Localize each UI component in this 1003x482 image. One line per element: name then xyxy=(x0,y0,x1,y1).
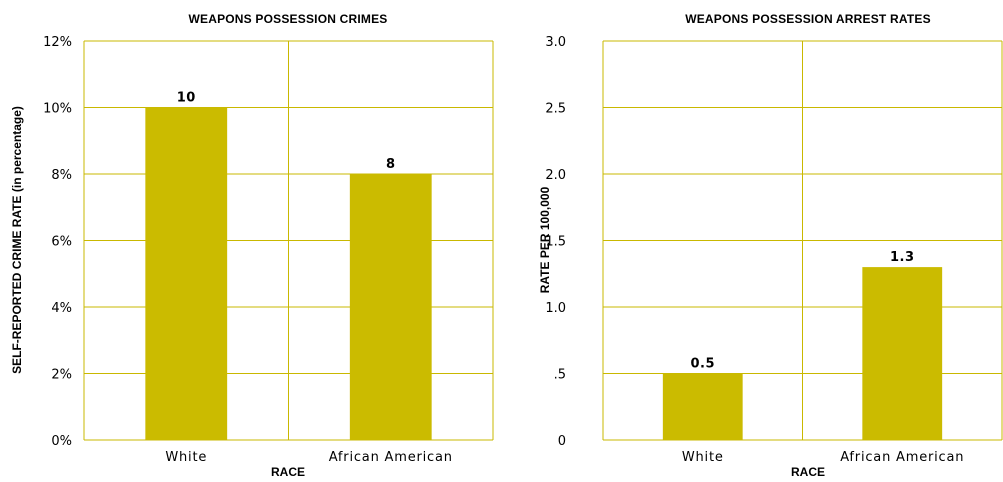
bar xyxy=(349,174,432,440)
y-tick-label: 4% xyxy=(51,301,72,316)
y-tick-label: 8% xyxy=(51,168,72,183)
data-labels: 0.5 1.3 xyxy=(690,250,914,371)
data-labels: 10 8 xyxy=(177,91,396,173)
x-category-label: African American xyxy=(329,450,453,465)
y-tick-label: 2.5 xyxy=(545,102,566,117)
y-tick-label: 0% xyxy=(51,434,72,449)
data-label: 0.5 xyxy=(690,357,715,372)
y-tick-label: 1.5 xyxy=(545,235,566,250)
bar xyxy=(862,267,943,440)
bars xyxy=(662,267,943,440)
y-axis-title: RATE PER 100,000 xyxy=(538,186,552,293)
y-tick-label: 2.0 xyxy=(545,168,566,183)
y-axis-title: SELF-REPORTED CRIME RATE (in percentage) xyxy=(10,106,24,374)
chart-title: WEAPONS POSSESSION ARREST RATES xyxy=(685,12,931,26)
y-tick-label: 0 xyxy=(558,434,566,449)
y-tick-label: 2% xyxy=(51,368,72,383)
chart-weapons-possession-crimes: WEAPONS POSSESSION CRIMES 0% 2% 4% 6% 8% 10% 1… xyxy=(10,12,494,479)
x-category-labels: White African American xyxy=(165,450,452,465)
y-tick-label: 12% xyxy=(43,35,72,50)
chart-title: WEAPONS POSSESSION CRIMES xyxy=(188,12,387,26)
y-tick-label: 10% xyxy=(43,102,72,117)
x-category-labels: White African American xyxy=(682,450,964,465)
chart-weapons-possession-arrest-rates: WEAPONS POSSESSION ARREST RATES 0.51.01.… xyxy=(538,12,1003,479)
y-tick-label: 6% xyxy=(51,235,72,250)
y-tick-label: 3.0 xyxy=(545,35,566,50)
bars xyxy=(145,107,432,440)
data-label: 8 xyxy=(386,157,396,172)
x-category-label: African American xyxy=(840,450,964,465)
bar xyxy=(662,373,743,440)
y-tick-label: 1.0 xyxy=(545,301,566,316)
x-category-label: White xyxy=(165,450,207,465)
y-tick-labels: 0% 2% 4% 6% 8% 10% 12% xyxy=(43,35,72,449)
data-label: 10 xyxy=(177,91,196,106)
data-label: 1.3 xyxy=(890,250,915,265)
x-category-label: White xyxy=(682,450,724,465)
x-axis-title: RACE xyxy=(791,465,825,479)
y-tick-label: .5 xyxy=(554,368,566,383)
y-tick-labels: 0 .5 1.0 1.5 2.0 2.5 3.0 xyxy=(545,35,566,449)
x-axis-title: RACE xyxy=(271,465,305,479)
bar xyxy=(145,107,228,440)
